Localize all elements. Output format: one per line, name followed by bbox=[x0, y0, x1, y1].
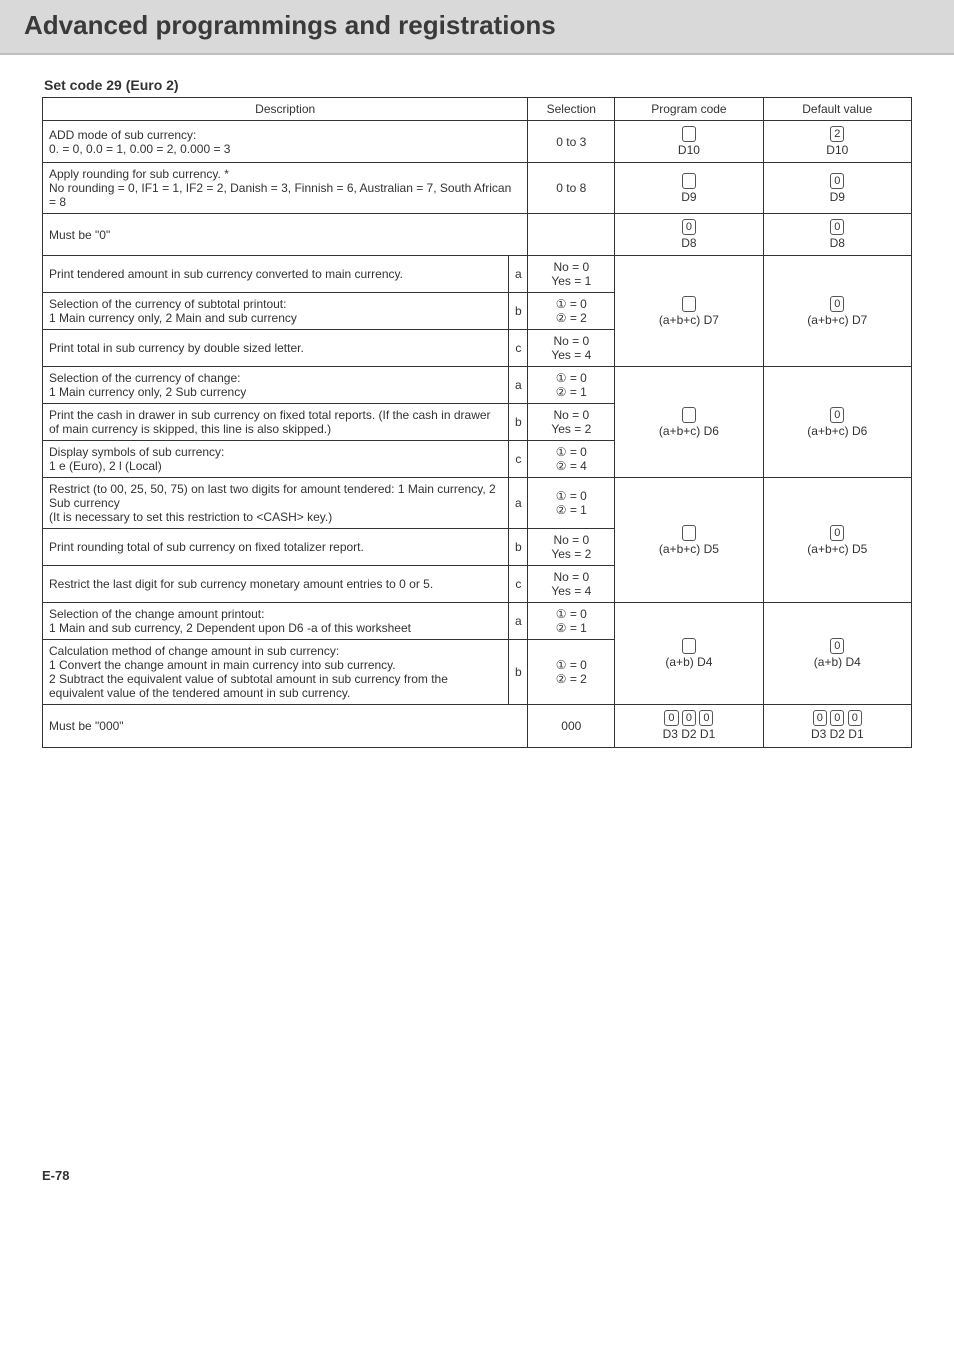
page-header: Advanced programmings and registrations bbox=[0, 0, 954, 55]
selection-cell: ① = 0② = 1 bbox=[528, 478, 615, 529]
abc-cell: b bbox=[509, 640, 528, 705]
selection-cell bbox=[528, 214, 615, 256]
table-row: Apply rounding for sub currency. * No ro… bbox=[43, 163, 912, 214]
program-code-cell: 0(a+b+c) D7 bbox=[615, 256, 763, 367]
selection-cell: ① = 0② = 4 bbox=[528, 441, 615, 478]
default-value-cell: 2D10 bbox=[763, 121, 911, 163]
selection-cell: ① = 0② = 2 bbox=[528, 293, 615, 330]
selection-cell: No = 0 Yes = 1 bbox=[528, 256, 615, 293]
program-code-cell: 0(a+b) D4 bbox=[615, 603, 763, 705]
desc-cell: Display symbols of sub currency: 1 e (Eu… bbox=[43, 441, 509, 478]
program-code-cell: 0(a+b+c) D5 bbox=[615, 478, 763, 603]
selection-cell: 0 to 3 bbox=[528, 121, 615, 163]
program-code-cell: 0D8 bbox=[615, 214, 763, 256]
col-selection: Selection bbox=[528, 98, 615, 121]
default-value-cell: 0(a+b+c) D7 bbox=[763, 256, 911, 367]
abc-cell: a bbox=[509, 603, 528, 640]
desc-cell: Apply rounding for sub currency. * No ro… bbox=[43, 163, 528, 214]
program-code-cell: 0 0 0 D3 D2 D1 bbox=[615, 705, 763, 747]
page-title: Advanced programmings and registrations bbox=[24, 10, 930, 41]
settings-table: Description Selection Program code Defau… bbox=[42, 97, 912, 748]
program-code-cell: 0D10 bbox=[615, 121, 763, 163]
desc-cell: Selection of the currency of subtotal pr… bbox=[43, 293, 509, 330]
default-value-cell: 0(a+b+c) D6 bbox=[763, 367, 911, 478]
selection-cell: No = 0 Yes = 2 bbox=[528, 404, 615, 441]
abc-cell: c bbox=[509, 566, 528, 603]
table-header-row: Description Selection Program code Defau… bbox=[43, 98, 912, 121]
selection-cell: 000 bbox=[528, 705, 615, 747]
desc-cell: Restrict the last digit for sub currency… bbox=[43, 566, 509, 603]
desc-cell: Print tendered amount in sub currency co… bbox=[43, 256, 509, 293]
default-value-cell: 0D8 bbox=[763, 214, 911, 256]
abc-cell: c bbox=[509, 441, 528, 478]
abc-cell: a bbox=[509, 256, 528, 293]
desc-cell: Selection of the change amount printout:… bbox=[43, 603, 509, 640]
selection-cell: ① = 0② = 2 bbox=[528, 640, 615, 705]
table-row: Restrict (to 00, 25, 50, 75) on last two… bbox=[43, 478, 912, 529]
selection-cell: ① = 0② = 1 bbox=[528, 367, 615, 404]
desc-cell: Must be "000" bbox=[43, 705, 528, 747]
desc-cell: Print total in sub currency by double si… bbox=[43, 330, 509, 367]
section-heading: Set code 29 (Euro 2) bbox=[44, 77, 912, 93]
col-program-code: Program code bbox=[615, 98, 763, 121]
abc-cell: a bbox=[509, 367, 528, 404]
desc-cell: Selection of the currency of change: 1 M… bbox=[43, 367, 509, 404]
table-row: Print tendered amount in sub currency co… bbox=[43, 256, 912, 293]
page-number: E-78 bbox=[0, 1168, 954, 1203]
default-value-cell: 0(a+b) D4 bbox=[763, 603, 911, 705]
selection-cell: No = 0 Yes = 4 bbox=[528, 330, 615, 367]
abc-cell: b bbox=[509, 293, 528, 330]
selection-cell: ① = 0② = 1 bbox=[528, 603, 615, 640]
col-description: Description bbox=[43, 98, 528, 121]
table-row: Selection of the change amount printout:… bbox=[43, 603, 912, 640]
default-value-cell: 0(a+b+c) D5 bbox=[763, 478, 911, 603]
table-row: Must be "0" 0D8 0D8 bbox=[43, 214, 912, 256]
default-value-cell: 0 0 0 D3 D2 D1 bbox=[763, 705, 911, 747]
abc-cell: c bbox=[509, 330, 528, 367]
desc-cell: Must be "0" bbox=[43, 214, 528, 256]
default-value-cell: 0D9 bbox=[763, 163, 911, 214]
col-default-value: Default value bbox=[763, 98, 911, 121]
desc-cell: Print rounding total of sub currency on … bbox=[43, 529, 509, 566]
desc-cell: Calculation method of change amount in s… bbox=[43, 640, 509, 705]
program-code-cell: 0D9 bbox=[615, 163, 763, 214]
selection-cell: 0 to 8 bbox=[528, 163, 615, 214]
content-area: Set code 29 (Euro 2) Description Selecti… bbox=[0, 55, 954, 748]
program-code-cell: 0(a+b+c) D6 bbox=[615, 367, 763, 478]
abc-cell: b bbox=[509, 404, 528, 441]
abc-cell: a bbox=[509, 478, 528, 529]
desc-cell: Restrict (to 00, 25, 50, 75) on last two… bbox=[43, 478, 509, 529]
table-row: Selection of the currency of change: 1 M… bbox=[43, 367, 912, 404]
selection-cell: No = 0 Yes = 2 bbox=[528, 529, 615, 566]
desc-cell: ADD mode of sub currency: 0. = 0, 0.0 = … bbox=[43, 121, 528, 163]
desc-cell: Print the cash in drawer in sub currency… bbox=[43, 404, 509, 441]
table-row: ADD mode of sub currency: 0. = 0, 0.0 = … bbox=[43, 121, 912, 163]
selection-cell: No = 0 Yes = 4 bbox=[528, 566, 615, 603]
table-row: Must be "000" 000 0 0 0 D3 D2 D1 0 0 0 D… bbox=[43, 705, 912, 747]
abc-cell: b bbox=[509, 529, 528, 566]
